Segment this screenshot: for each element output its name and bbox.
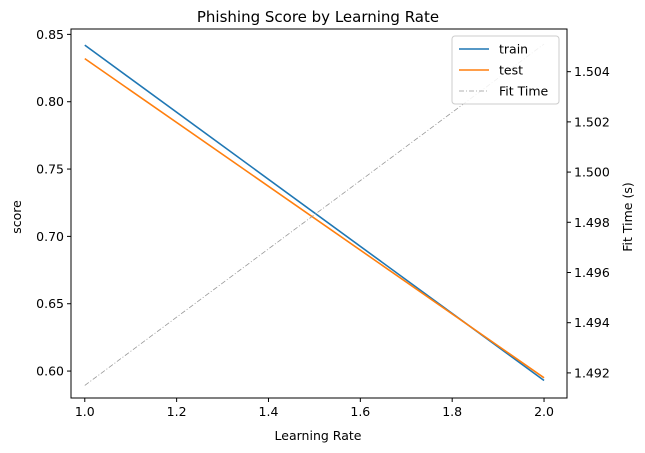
x-axis-ticks: 1.0 1.2 1.4 1.6 1.8 2.0 <box>75 398 554 419</box>
y2-tick-label: 1.494 <box>574 315 610 330</box>
y2-tick-label: 1.504 <box>574 64 610 79</box>
x-axis-title: Learning Rate <box>275 428 362 443</box>
legend-label-train: train <box>499 42 528 57</box>
x-tick-label: 2.0 <box>534 404 554 419</box>
x-tick-label: 1.0 <box>75 404 95 419</box>
x-tick-label: 1.2 <box>167 404 187 419</box>
y-axis-ticks: 0.60 0.65 0.70 0.75 0.80 0.85 <box>36 27 71 379</box>
y-tick-label: 0.60 <box>36 364 64 379</box>
x-tick-label: 1.8 <box>442 404 462 419</box>
plot-frame <box>70 28 568 399</box>
y2-axis-title: Fit Time (s) <box>620 182 635 251</box>
y-tick-label: 0.85 <box>36 27 64 42</box>
legend: train test Fit Time <box>451 35 560 105</box>
chart-title: Phishing Score by Learning Rate <box>197 8 439 26</box>
y-tick-label: 0.75 <box>36 162 64 177</box>
y2-tick-label: 1.498 <box>574 215 610 230</box>
legend-label-fit-time: Fit Time <box>499 84 549 99</box>
y-axis-title: score <box>9 200 24 234</box>
y-tick-label: 0.65 <box>36 296 64 311</box>
y2-tick-label: 1.500 <box>574 165 610 180</box>
plot-lines <box>84 43 545 386</box>
y2-tick-label: 1.502 <box>574 114 610 129</box>
series-line-test <box>84 57 545 379</box>
legend-box <box>451 35 560 105</box>
y-tick-label: 0.80 <box>36 94 64 109</box>
x-tick-label: 1.4 <box>259 404 279 419</box>
y2-tick-label: 1.492 <box>574 365 610 380</box>
legend-label-test: test <box>499 63 523 78</box>
y2-axis-ticks: 1.492 1.494 1.496 1.498 1.500 1.502 1.504 <box>567 64 610 380</box>
y2-tick-label: 1.496 <box>574 265 610 280</box>
y-tick-label: 0.70 <box>36 229 64 244</box>
x-tick-label: 1.6 <box>350 404 370 419</box>
